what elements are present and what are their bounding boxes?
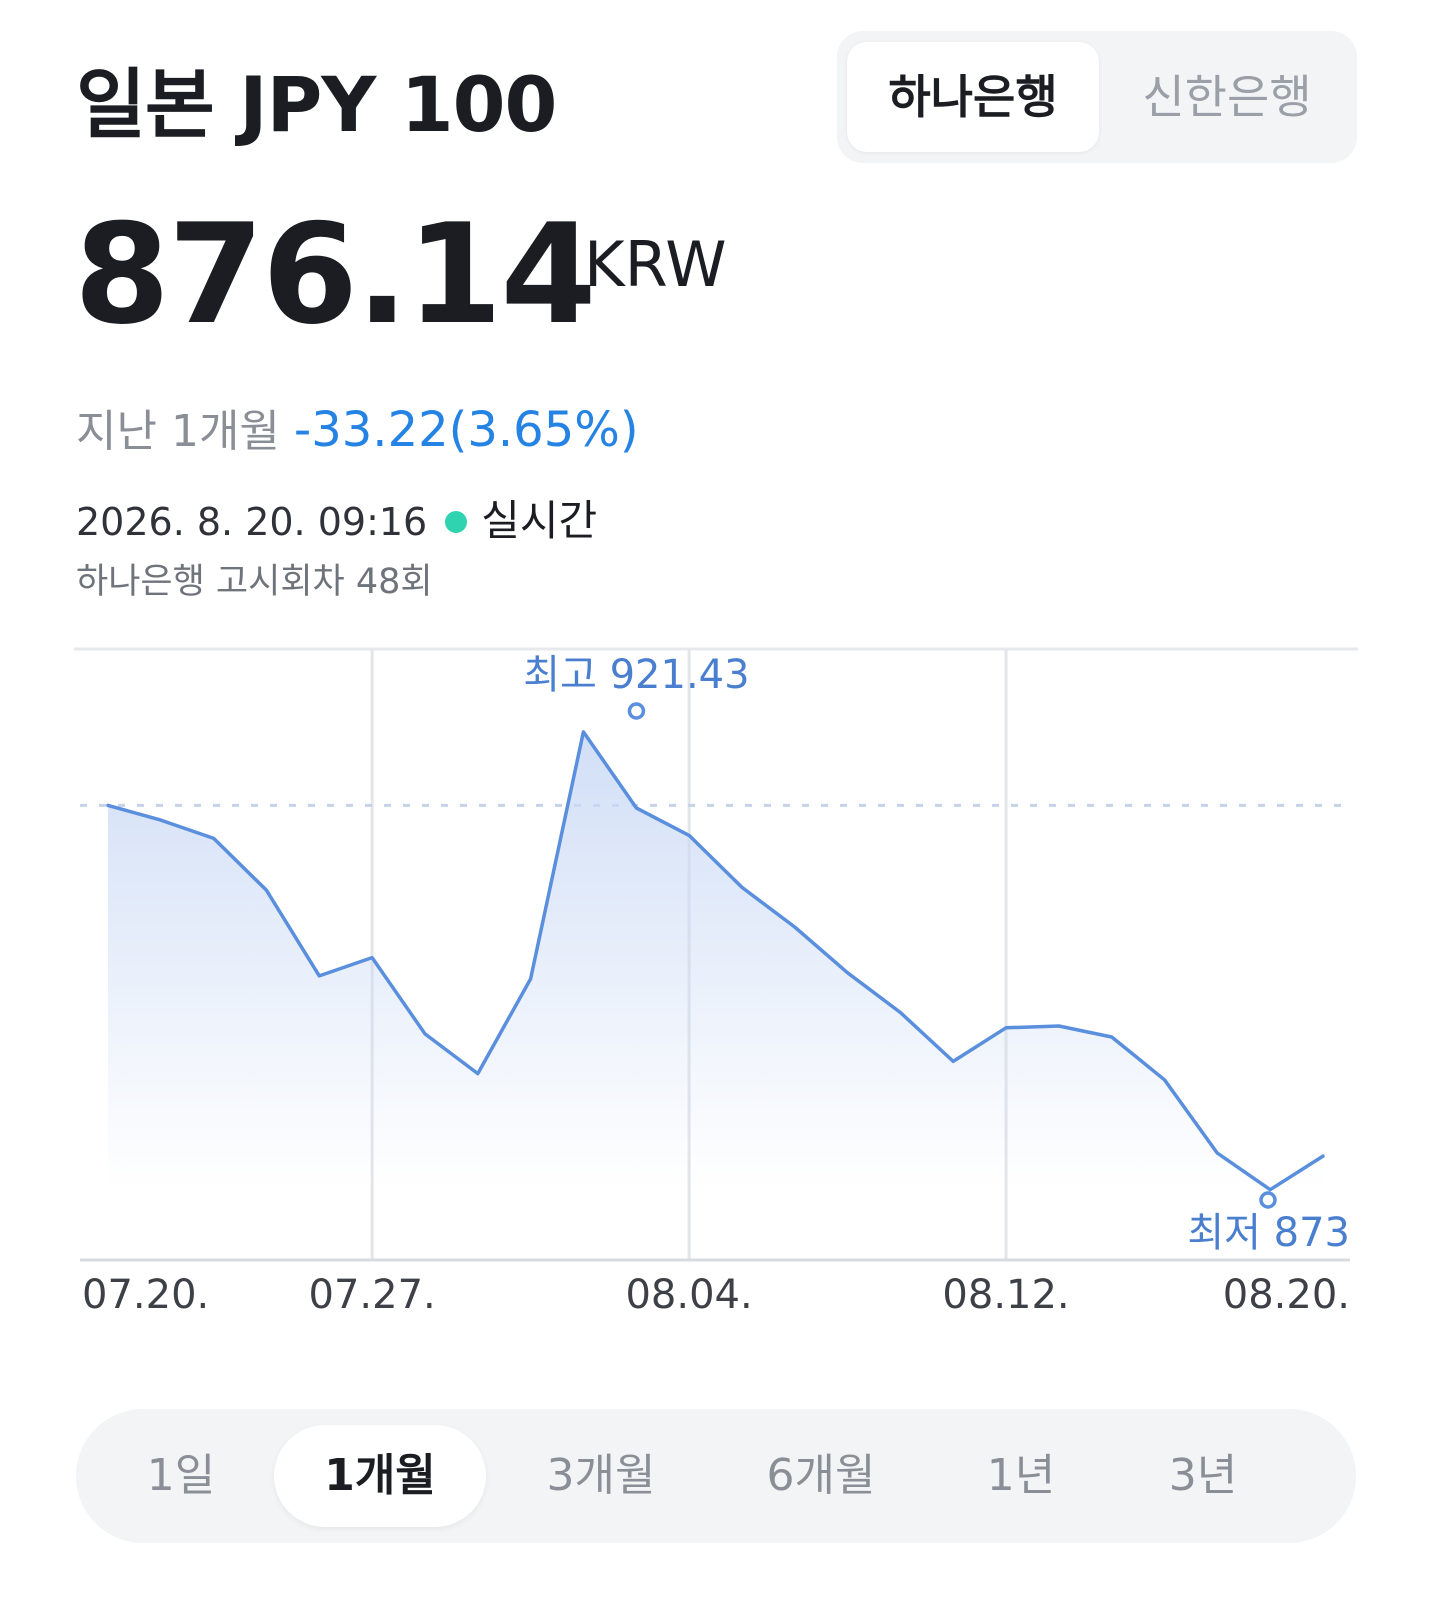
max-label: 최고 921.43 <box>523 652 749 698</box>
data-point-08.20.[interactable] <box>1320 1153 1326 1159</box>
min-label: 최저 873 <box>1187 1210 1350 1256</box>
x-tick-label: 07.27. <box>309 1272 436 1318</box>
live-indicator-icon <box>445 510 468 533</box>
range-tab-1d[interactable]: 1일 <box>146 1450 216 1501</box>
timestamp: 2026. 8. 20. 09:16 <box>76 500 428 544</box>
bank-toggle: 하나은행 신한은행 <box>837 31 1357 163</box>
change-value: -33.22(3.65%) <box>293 402 639 458</box>
x-tick-label: 08.20. <box>1223 1272 1350 1318</box>
x-tick-label: 08.12. <box>942 1272 1069 1318</box>
data-point-07.27.[interactable] <box>369 955 375 961</box>
range-tab-3y[interactable]: 3년 <box>1168 1450 1238 1501</box>
x-tick-label: 07.20. <box>82 1272 209 1318</box>
period-selector: 1일 1개월 3개월 6개월 1년 3년 <box>76 1409 1356 1543</box>
range-tab-1m[interactable]: 1개월 <box>274 1425 486 1527</box>
range-tab-1y[interactable]: 1년 <box>986 1450 1056 1501</box>
data-point-08.07.[interactable] <box>845 970 851 976</box>
notice-round: 하나은행 고시회차 48회 <box>76 562 433 602</box>
rate-unit: KRW <box>584 228 727 301</box>
data-point-08.10.[interactable] <box>897 1010 903 1016</box>
data-point-08.05.[interactable] <box>739 884 745 890</box>
exchange-rate-chart[interactable]: 최고 921.43 최저 873 07.20. 07.27. 08.04. 08.12… <box>0 640 1440 1340</box>
data-point-08.18.[interactable] <box>1214 1150 1220 1156</box>
range-tab-3m[interactable]: 3개월 <box>546 1450 656 1501</box>
data-point-08.03.[interactable] <box>633 805 639 811</box>
range-tab-6m[interactable]: 6개월 <box>766 1450 876 1501</box>
page-title: 일본 JPY 100 <box>76 60 557 149</box>
min-point-marker <box>1259 1191 1277 1209</box>
data-point-07.23.[interactable] <box>263 887 269 893</box>
bank-tab-shinhan[interactable]: 신한은행 <box>1142 70 1312 124</box>
data-point-07.31.[interactable] <box>580 729 586 735</box>
data-point-07.21.[interactable] <box>158 817 164 823</box>
data-point-07.22.[interactable] <box>211 835 217 841</box>
max-point-marker <box>627 702 646 720</box>
change-row: 지난 1개월 -33.22(3.65%) <box>76 400 639 460</box>
data-point-08.17.[interactable] <box>1162 1077 1168 1083</box>
data-point-07.28.[interactable] <box>422 1031 428 1037</box>
data-point-07.20.[interactable] <box>105 802 111 808</box>
data-point-08.06.[interactable] <box>792 924 798 930</box>
data-point-08.11.[interactable] <box>950 1058 956 1064</box>
data-point-08.13.[interactable] <box>1056 1023 1062 1029</box>
data-point-08.14.[interactable] <box>1109 1034 1115 1040</box>
bank-tab-hana[interactable]: 하나은행 <box>847 42 1099 152</box>
change-period-label: 지난 1개월 <box>76 406 280 457</box>
rate-value: 876.14 <box>74 194 597 355</box>
chart-area <box>108 731 1323 1190</box>
chart-line <box>106 730 1325 1192</box>
live-label: 실시간 <box>481 496 598 545</box>
data-point-07.24.[interactable] <box>316 973 322 979</box>
data-point-07.30.[interactable] <box>528 976 534 982</box>
timestamp-row: 2026. 8. 20. 09:16 실시간 <box>76 495 597 547</box>
data-point-07.29.[interactable] <box>475 1071 481 1077</box>
x-tick-label: 08.04. <box>625 1272 752 1318</box>
data-point-08.04.[interactable] <box>686 832 692 838</box>
data-point-08.12.[interactable] <box>1003 1025 1009 1031</box>
